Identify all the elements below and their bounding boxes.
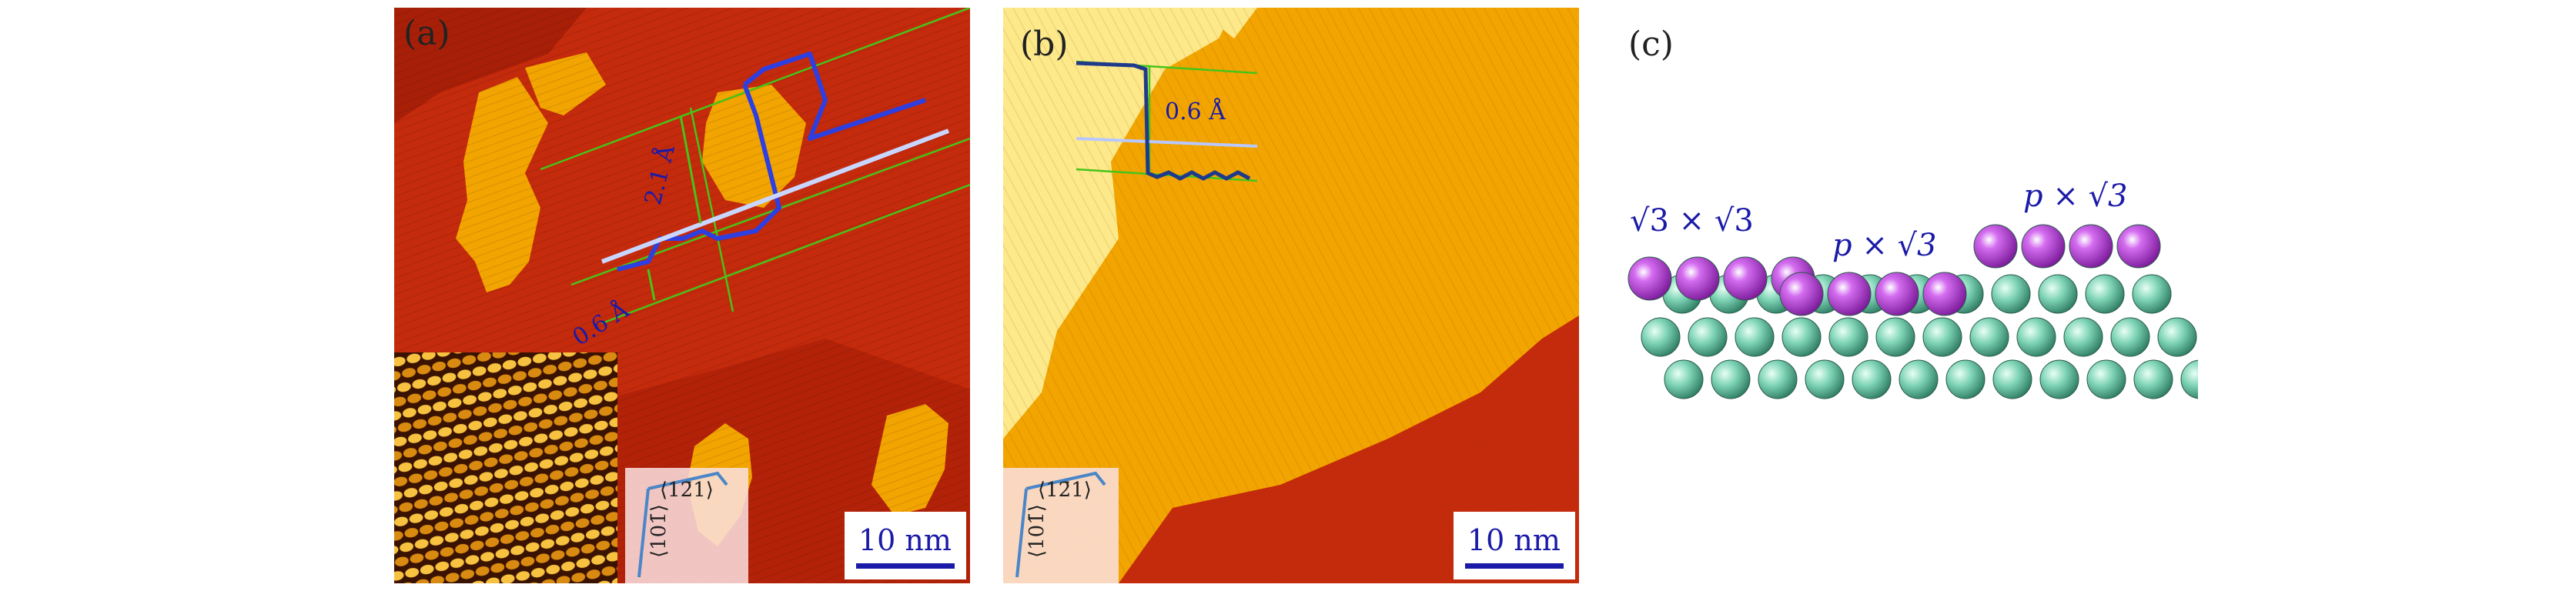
direction-label-1-a: ⟨12̄1⟩ [660,479,714,502]
atomic-model-panel-c: (c) √3 × √3 p × √3 p × √3 [1613,8,2198,583]
substrate-atom [1852,359,1892,399]
atomic-resolution-inset [394,352,617,583]
direction-arrows-b [1015,471,1106,578]
phase-label-sqrt3: √3 × √3 [1630,203,1754,239]
adsorbate-atom [1628,256,1672,301]
phase-label-p-sqrt3-right: p × √3 [2023,179,2128,214]
direction-label-2-b: ⟨101̄⟩ [1025,504,1049,558]
stm-topography-b: 0.6 Å ⟨12̄1⟩ ⟨101̄⟩ 10 nm (b) [1003,8,1579,583]
substrate-atom [1781,317,1822,357]
substrate-atom [2132,274,2172,314]
phase-label-p-sqrt3-middle: p × √3 [1832,228,1937,263]
atom-layers [1628,224,2198,399]
substrate-atom [1875,317,1915,357]
direction-arrows-a [637,471,728,578]
scale-bar-label-b: 10 nm [1467,523,1561,557]
adsorbate-atom [1875,272,1919,316]
step-height-label-b: 0.6 Å [1165,98,1226,125]
adsorbate-atom [1675,256,1720,301]
substrate-atom [1641,317,1681,357]
adsorbate-atom [2021,224,2066,269]
substrate-atom [2133,359,2173,399]
substrate-atom [2039,359,2079,399]
scale-bar-label-a: 10 nm [858,523,952,557]
direction-label-2-a: ⟨101̄⟩ [647,504,671,558]
panel-label-a: (a) [403,14,450,53]
panel-label-b: (b) [1020,25,1069,64]
atomic-model: (c) √3 × √3 p × √3 p × √3 [1628,25,2198,399]
adsorbate-atom [2069,224,2113,269]
stm-topography-a: 2.1 Å 0.6 Å ⟨12̄1⟩ ⟨101̄⟩ 10 nm (a) [394,8,970,583]
line-profile-a [617,52,926,272]
scale-bar-a [856,563,955,569]
substrate-atom [1945,359,1986,399]
substrate-atom [2038,274,2078,314]
substrate-atom [2180,359,2198,399]
substrate-atom [1758,359,1798,399]
substrate-atom [1991,274,2031,314]
adsorbate-atom [1973,224,2018,269]
scale-bar-b [1465,563,1564,569]
stm-image-panel-a: 2.1 Å 0.6 Å ⟨12̄1⟩ ⟨101̄⟩ 10 nm (a) [394,8,970,583]
substrate-atom [1735,317,1775,357]
substrate-atom [2063,317,2103,357]
substrate-atom [1992,359,2032,399]
adsorbate-atom [1922,272,1967,316]
adsorbate-atom [1779,272,1824,316]
adsorbate-atom [1827,272,1872,316]
stm-image-panel-b: 0.6 Å ⟨12̄1⟩ ⟨101̄⟩ 10 nm (b) [1003,8,1579,583]
substrate-atom [1969,317,2009,357]
substrate-atom [1922,317,1962,357]
substrate-atom [1899,359,1939,399]
adsorbate-atom [2116,224,2161,269]
profile-path-b [1076,137,1258,148]
substrate-atom [2016,317,2056,357]
substrate-atom [2085,274,2125,314]
substrate-atom [1664,359,1704,399]
height-arrow-small [647,269,656,301]
line-profile-b [1076,61,1251,181]
profile-path [601,129,950,264]
substrate-atom [2086,359,2126,399]
step-guide-lines [540,8,970,325]
substrate-atom [2110,317,2150,357]
direction-label-1-b: ⟨12̄1⟩ [1038,479,1092,502]
adsorbate-atom [1723,256,1768,301]
height-arrow-large [679,115,702,224]
substrate-atom [1805,359,1845,399]
panel-label-c: (c) [1628,25,1674,64]
substrate-atom [2157,317,2197,357]
substrate-atom [1828,317,1868,357]
substrate-atom [1688,317,1728,357]
substrate-atom [1711,359,1751,399]
